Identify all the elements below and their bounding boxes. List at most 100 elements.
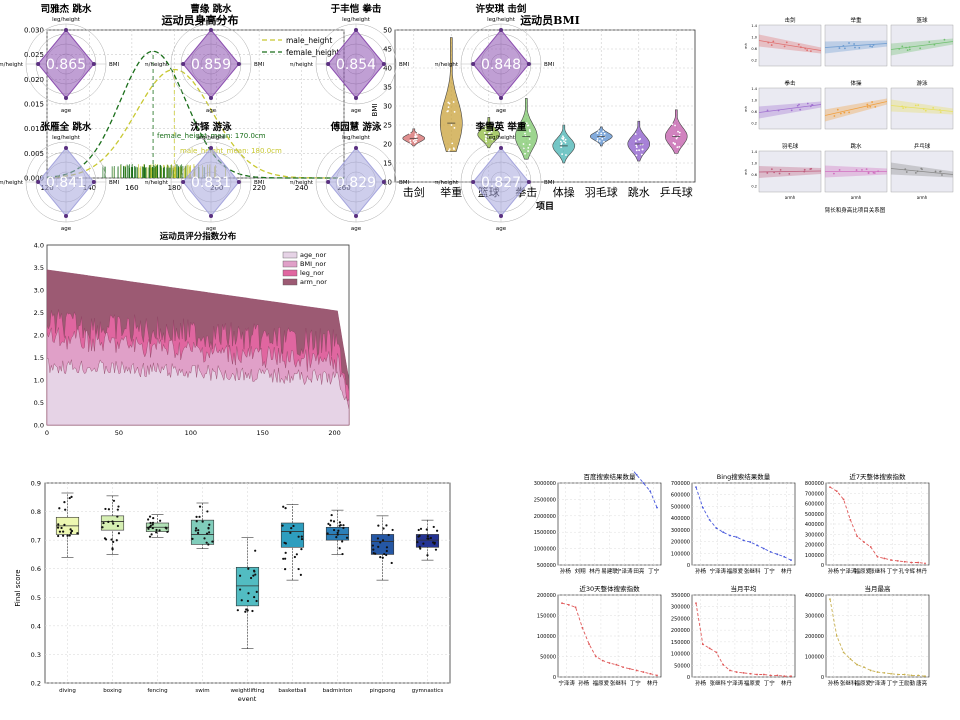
data-point <box>151 526 154 530</box>
data-point <box>111 548 114 551</box>
x-tick-label: 宁泽涛 <box>869 679 886 687</box>
data-point <box>527 150 530 152</box>
y-tick-label: 45 <box>383 46 392 54</box>
x-tick-label: 张继科 <box>744 567 761 575</box>
y-tick-label: 500000 <box>671 504 690 510</box>
data-point <box>524 132 526 135</box>
radar-vertex <box>499 214 503 218</box>
y-tick-label: 0.6 <box>751 110 757 114</box>
x-tick-label: 举重 <box>440 185 462 199</box>
data-point <box>151 521 155 524</box>
scatter-point <box>902 107 905 110</box>
data-point <box>339 524 342 527</box>
confidence-band <box>759 166 821 178</box>
data-point <box>341 540 344 543</box>
chart-title: 当月平均 <box>731 584 758 593</box>
data-point <box>491 138 494 141</box>
data-point <box>159 519 162 522</box>
axis-label: BMI <box>254 180 265 186</box>
radar-vertex <box>381 62 386 66</box>
data-point <box>385 546 389 549</box>
axis-label: age <box>61 108 72 114</box>
data-point <box>377 524 380 527</box>
x-axis-label: event <box>238 695 257 703</box>
y-tick-label: 1000000 <box>534 547 556 553</box>
athlete-name: 曹缘 跳水 <box>190 3 232 15</box>
data-point <box>448 148 451 150</box>
data-point <box>292 524 295 528</box>
x-tick-label: 宁泽涛 <box>840 567 857 575</box>
data-point <box>205 541 208 544</box>
data-point <box>414 138 416 141</box>
data-point <box>383 552 386 556</box>
data-point <box>674 124 676 127</box>
y-tick-label: 50000 <box>540 655 556 661</box>
x-tick-label: 孙杨 <box>828 679 840 687</box>
trend-line <box>561 602 658 676</box>
axis-label: BMI <box>544 62 555 68</box>
x-tick-label: 刘翔 <box>575 567 587 575</box>
data-point <box>453 126 456 129</box>
data-point <box>446 110 449 113</box>
x-tick-label: 200 <box>328 429 340 437</box>
radar-card: 于丰恺 拳击 0.854 leg/height BMI age arm/height <box>283 0 410 125</box>
facet-title: 篮球 <box>916 16 928 24</box>
data-point <box>634 133 637 135</box>
radar-card: 李雪英 举重 0.827 leg/height BMI age arm/height <box>428 118 555 243</box>
x-tick-label: 林丹 <box>647 679 659 687</box>
y-tick-label: 10 <box>383 179 392 187</box>
axis-label: arm/height <box>290 62 314 68</box>
radar-vertex <box>181 180 186 184</box>
data-point <box>117 532 121 535</box>
scatter-point <box>810 167 813 170</box>
data-point <box>639 138 642 140</box>
data-point <box>528 143 531 146</box>
y-tick-label: 0.2 <box>31 680 41 688</box>
data-point <box>419 547 422 550</box>
axis-label: age <box>206 108 217 114</box>
data-point <box>244 610 247 613</box>
scatter-point <box>788 172 791 175</box>
axis-label: leg/height <box>487 17 516 23</box>
scatter-point <box>871 45 874 48</box>
radar-card: 张雁全 跳水 0.841 leg/height BMI age arm/height <box>0 118 120 243</box>
axis-label: age <box>351 226 362 232</box>
legend-swatch <box>282 278 298 286</box>
data-point <box>603 140 605 143</box>
data-point <box>381 556 384 559</box>
y-tick-label: 0 <box>687 675 690 681</box>
legend: male_height female_height <box>262 36 340 57</box>
x-tick-label: 宁泽涛 <box>616 567 633 575</box>
data-point <box>63 500 66 504</box>
data-point <box>526 124 529 127</box>
scatter-point <box>806 49 809 52</box>
radar-card: 傅园慧 游泳 0.829 leg/height BMI age arm/height <box>283 118 410 243</box>
athlete-name: 李雪英 举重 <box>475 121 527 133</box>
y-axis-label: mh <box>744 106 748 112</box>
scatter-point <box>908 48 911 51</box>
radar-score: 0.829 <box>336 175 376 191</box>
scatter-point <box>766 109 769 112</box>
data-point <box>295 553 298 556</box>
scatter-point <box>873 172 876 174</box>
y-tick-label: 1500000 <box>534 530 556 536</box>
scatter-point <box>869 105 872 108</box>
x-tick-label: 林丹 <box>589 567 601 575</box>
violin-乒乓球 <box>665 109 688 154</box>
scatter-point <box>924 109 927 112</box>
data-point <box>206 510 209 513</box>
scatter-point <box>941 174 943 176</box>
y-tick-label: 0.2 <box>751 184 757 188</box>
scatter-point <box>874 105 877 108</box>
radar-score: 0.831 <box>191 175 231 191</box>
y-tick-label: 100000 <box>671 551 690 557</box>
facet-plot <box>890 87 954 130</box>
data-point <box>417 528 420 532</box>
radar-vertex <box>36 62 41 66</box>
axis-label: BMI <box>544 180 555 186</box>
y-tick-label: 100000 <box>537 634 556 640</box>
scatter-point <box>871 101 873 103</box>
x-tick-label: 220 <box>252 184 265 192</box>
scatter-point <box>843 111 846 114</box>
